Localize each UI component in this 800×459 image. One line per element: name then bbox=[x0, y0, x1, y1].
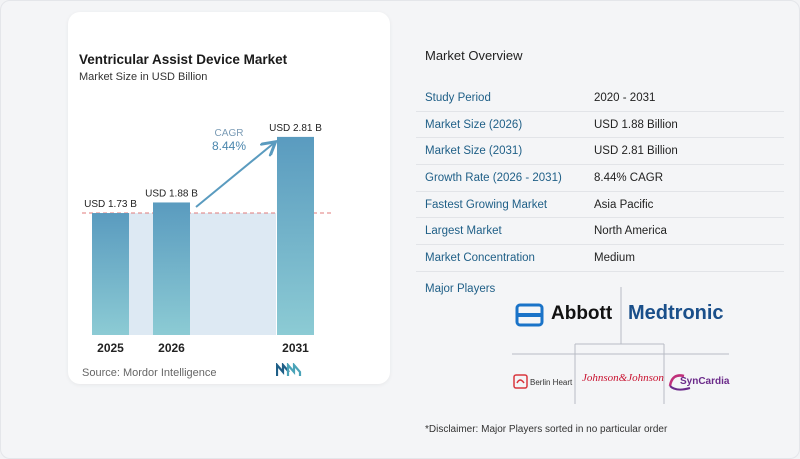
syncardia-logo-icon bbox=[668, 374, 691, 391]
cagr-label: CAGR bbox=[215, 128, 244, 139]
row-label: Market Size (2026) bbox=[425, 118, 523, 131]
cagr-value: 8.44% bbox=[212, 139, 246, 153]
syncardia-logo: SynCardia bbox=[680, 376, 730, 387]
row-label: Market Concentration bbox=[425, 251, 535, 264]
row-label: Growth Rate (2026 - 2031) bbox=[425, 171, 562, 184]
bar-value-label: USD 1.73 B bbox=[84, 199, 137, 210]
bar-2026 bbox=[153, 202, 190, 335]
overview-row: Largest Market North America bbox=[416, 218, 784, 246]
mordor-intelligence-logo-icon bbox=[276, 363, 302, 376]
row-value: 2020 - 2031 bbox=[594, 91, 656, 104]
major-players-title: Major Players bbox=[425, 283, 496, 295]
overview-row: Market Concentration Medium bbox=[416, 245, 784, 272]
johnson-johnson-logo: Johnson&Johnson bbox=[582, 372, 664, 384]
disclaimer-note: *Disclaimer: Major Players sorted in no … bbox=[425, 424, 668, 435]
berlin-heart-logo-icon bbox=[513, 374, 528, 389]
cagr-arrow bbox=[195, 143, 274, 208]
row-value: USD 2.81 Billion bbox=[594, 145, 678, 158]
row-label: Market Size (2031) bbox=[425, 145, 523, 158]
row-value: USD 1.88 Billion bbox=[594, 118, 678, 131]
berlin-heart-logo: Berlin Heart bbox=[530, 378, 573, 387]
overview-row: Fastest Growing Market Asia Pacific bbox=[416, 192, 784, 219]
overview-row: Study Period 2020 - 2031 bbox=[416, 85, 784, 112]
chart-title: Ventricular Assist Device Market bbox=[79, 52, 288, 67]
bar-2031 bbox=[277, 136, 314, 335]
bar-2025 bbox=[92, 213, 129, 335]
source-note: Source: Mordor Intelligence bbox=[82, 367, 217, 379]
row-value: Asia Pacific bbox=[594, 198, 654, 211]
bar-value-label: USD 1.88 B bbox=[145, 188, 198, 199]
row-label: Study Period bbox=[425, 91, 491, 104]
bar-value-label: USD 2.81 B bbox=[269, 123, 322, 134]
row-value: Medium bbox=[594, 251, 635, 264]
chart-subtitle: Market Size in USD Billion bbox=[79, 71, 208, 83]
row-label: Fastest Growing Market bbox=[425, 198, 548, 211]
row-label: Largest Market bbox=[425, 225, 502, 238]
overview-row: Growth Rate (2026 - 2031) 8.44% CAGR bbox=[416, 165, 784, 192]
overview-row: Market Size (2026) USD 1.88 Billion bbox=[416, 112, 784, 139]
cagr-highlight-area bbox=[128, 213, 276, 335]
overview-row: Market Size (2031) USD 2.81 Billion bbox=[416, 138, 784, 166]
abbott-logo-icon bbox=[515, 303, 544, 327]
row-value: North America bbox=[594, 225, 667, 238]
medtronic-logo: Medtronic bbox=[628, 302, 724, 324]
overview-table: Study Period 2020 - 2031 Market Size (202… bbox=[416, 85, 784, 272]
row-value: 8.44% CAGR bbox=[594, 171, 664, 184]
x-tick-label: 2031 bbox=[282, 341, 309, 355]
overview-title: Market Overview bbox=[425, 48, 523, 63]
x-tick-label: 2026 bbox=[158, 341, 185, 355]
x-tick-label: 2025 bbox=[97, 341, 124, 355]
abbott-logo: Abbott bbox=[551, 303, 613, 324]
